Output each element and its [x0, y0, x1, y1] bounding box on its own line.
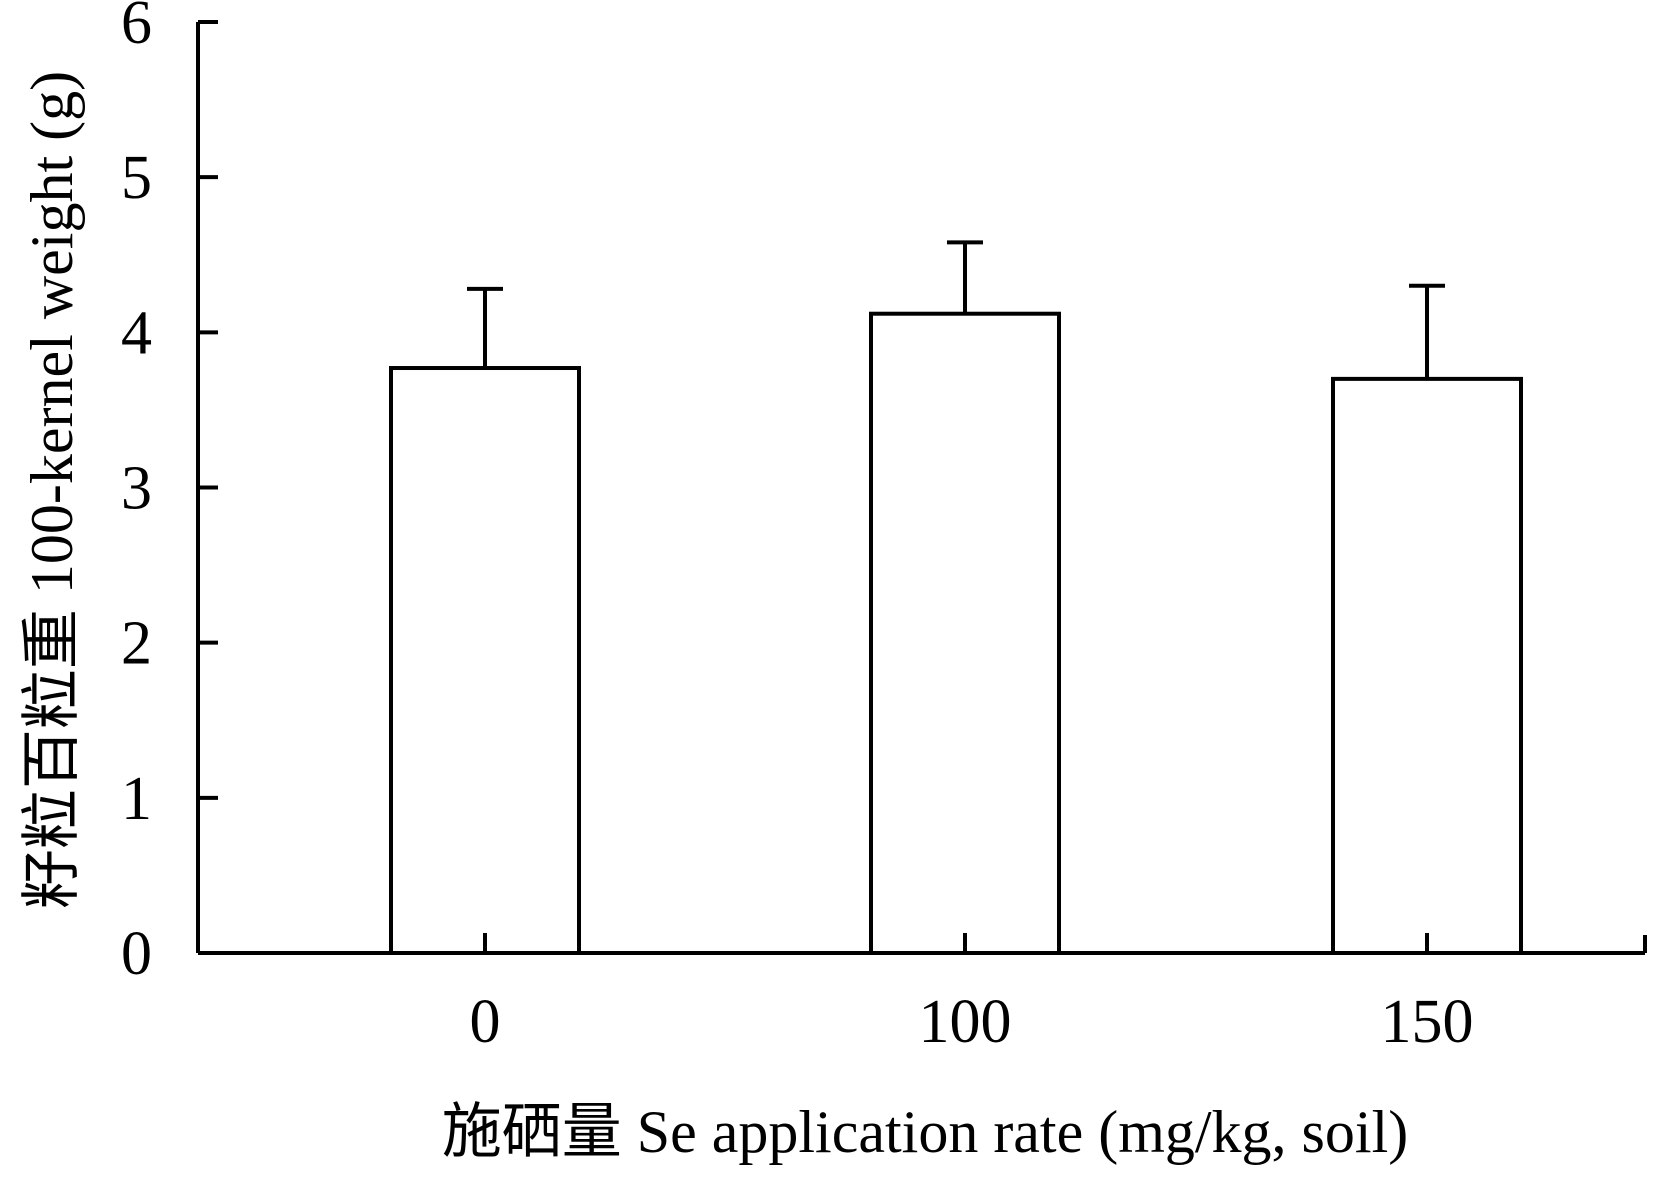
y-ticks-group: 0 1 2 3 4 5 6	[121, 0, 218, 988]
y-tick-label-2: 2	[121, 610, 152, 678]
y-tick-label-1: 1	[121, 765, 152, 833]
bars-group	[389, 311, 1523, 956]
x-tick-label-150: 150	[1381, 988, 1474, 1056]
y-axis-label: 籽粒百粒重 100-kernel weight (g)	[19, 71, 85, 909]
bar-150	[1331, 376, 1523, 955]
y-tick-label-3: 3	[121, 455, 152, 523]
y-tick-label-5: 5	[121, 144, 152, 212]
x-axis-label: 施硒量 Se application rate (mg/kg, soil)	[442, 1099, 1408, 1165]
x-tick-label-0: 0	[470, 988, 501, 1056]
bar-100	[869, 311, 1061, 956]
bar-0	[389, 366, 581, 955]
y-tick-label-6: 6	[121, 0, 152, 57]
x-tick-label-100: 100	[919, 988, 1012, 1056]
y-tick-label-0: 0	[121, 920, 152, 988]
x-ticks-group: 0 100 150	[470, 933, 1474, 1056]
y-tick-label-4: 4	[121, 299, 152, 367]
error-bars-group	[467, 240, 1445, 379]
